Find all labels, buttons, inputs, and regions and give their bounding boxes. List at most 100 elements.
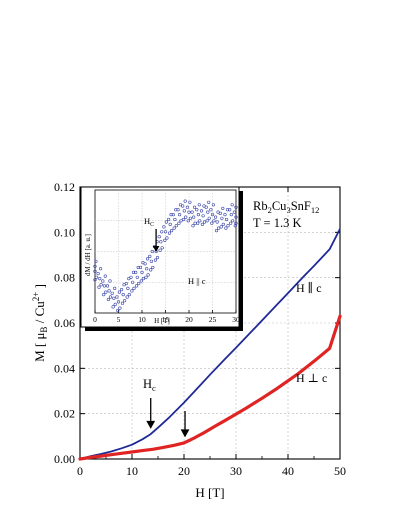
main-x-tick-label: 20	[178, 464, 190, 478]
inset-data-point	[223, 213, 227, 217]
main-y-tick-label: 0.12	[54, 180, 75, 194]
inset-data-point	[220, 216, 224, 220]
inset-data-point	[112, 296, 116, 300]
perp-field-arrow	[180, 411, 190, 438]
inset-data-point	[118, 306, 122, 310]
inset-x-tick-label: 25	[209, 315, 217, 324]
inset-data-point	[167, 231, 172, 235]
inset-data-point	[195, 208, 199, 212]
inset-data-point	[160, 246, 164, 250]
main-y-tick-label: 0.04	[54, 361, 75, 375]
inset-data-point	[134, 270, 138, 275]
inset-data-point	[181, 204, 185, 208]
inset-data-point	[214, 215, 218, 219]
inset-data-point	[149, 259, 153, 263]
inset-data-point	[110, 291, 114, 295]
inset-data-point	[207, 216, 211, 220]
inset-data-point	[119, 288, 124, 292]
inset-data-point	[157, 235, 161, 239]
inset-data-point	[206, 210, 210, 214]
series-line-perpendicular	[78, 314, 342, 461]
main-x-axis-label: H [T]	[195, 485, 224, 500]
inset-data-point	[204, 205, 208, 209]
inset-data-point	[185, 205, 189, 209]
inset-data-point	[182, 217, 186, 222]
inset-data-point	[188, 216, 192, 220]
inset-data-point	[221, 222, 225, 226]
inset-data-point	[186, 219, 190, 223]
inset-data-point	[217, 226, 221, 230]
inset-data-point	[94, 259, 98, 263]
inset-data-point	[210, 221, 214, 225]
inset-data-point	[111, 305, 115, 309]
inset-data-point	[192, 215, 196, 219]
inset-data-point	[149, 268, 153, 272]
inset-data-point	[231, 219, 235, 223]
inset-data-point	[183, 199, 187, 203]
inset-data-point	[214, 229, 219, 233]
inset-data-point	[162, 225, 166, 229]
inset-data-point	[225, 217, 229, 222]
inset-x-tick-label: 0	[93, 315, 97, 324]
inset-data-point	[218, 211, 222, 215]
inset-data-point	[210, 213, 215, 217]
inset-data-point	[151, 265, 155, 270]
inset-data-point	[103, 274, 107, 278]
inset-data-point	[224, 226, 228, 230]
inset-data-point	[138, 265, 142, 270]
series-line-parallel	[79, 228, 341, 460]
inset-data-point	[96, 272, 100, 276]
inset-data-point	[197, 203, 201, 207]
perp-arrow-head	[180, 429, 190, 438]
inset-data-point	[126, 286, 130, 291]
inset-frame	[80, 186, 240, 328]
inset-data-point	[113, 286, 117, 291]
inset-data-point	[174, 224, 178, 228]
inset-data-point	[146, 273, 150, 277]
inset-data-point	[106, 297, 110, 302]
inset-data-point	[182, 209, 186, 213]
inset-data-point	[187, 210, 191, 214]
inset-data-point	[135, 284, 139, 288]
inset-data-point	[135, 275, 139, 279]
inset-data-point	[153, 258, 157, 262]
inset-data-point	[101, 279, 105, 283]
compound-label: Rb2Cu3SnF12	[253, 199, 319, 215]
inset-data-point	[202, 220, 207, 224]
inset-data-point	[234, 215, 238, 219]
inset-data-point	[184, 215, 188, 219]
inset-hc-arrow-head	[152, 246, 160, 252]
inset-data-point	[105, 284, 110, 288]
inset-data-point	[140, 270, 144, 275]
inset-data-point	[225, 208, 230, 212]
inset-data-point	[163, 238, 167, 242]
inset-data-point	[120, 301, 125, 305]
inset-data-point	[201, 214, 205, 218]
inset-points	[93, 199, 238, 313]
inset-data-point	[191, 224, 195, 228]
inset-data-point	[93, 264, 97, 268]
inset-x-tick-label: 20	[185, 315, 193, 324]
inset-data-point	[168, 222, 172, 226]
inset-data-point	[116, 308, 120, 313]
inset-data-point	[125, 295, 129, 299]
main-x-tick-label: 10	[126, 464, 138, 478]
inset-data-point	[226, 224, 230, 228]
inset-data-point	[99, 283, 103, 287]
inset-data-point	[137, 281, 141, 286]
inset-data-point	[108, 295, 113, 299]
inset-data-point	[196, 213, 200, 217]
inset-data-point	[117, 290, 121, 294]
inset-data-point	[145, 267, 149, 271]
inset-data-point	[171, 213, 175, 217]
inset-data-point	[170, 229, 174, 233]
inset-data-point	[158, 248, 162, 252]
inset-data-point	[98, 277, 102, 281]
main-y-tick-label: 0.00	[54, 452, 75, 466]
inset-data-point	[167, 217, 171, 222]
inset-data-point	[98, 267, 103, 271]
inset-data-point	[232, 210, 236, 214]
inset-x-axis-label: H [T]	[154, 317, 170, 325]
inset-data-point	[229, 221, 233, 225]
inset-data-point	[131, 270, 136, 275]
